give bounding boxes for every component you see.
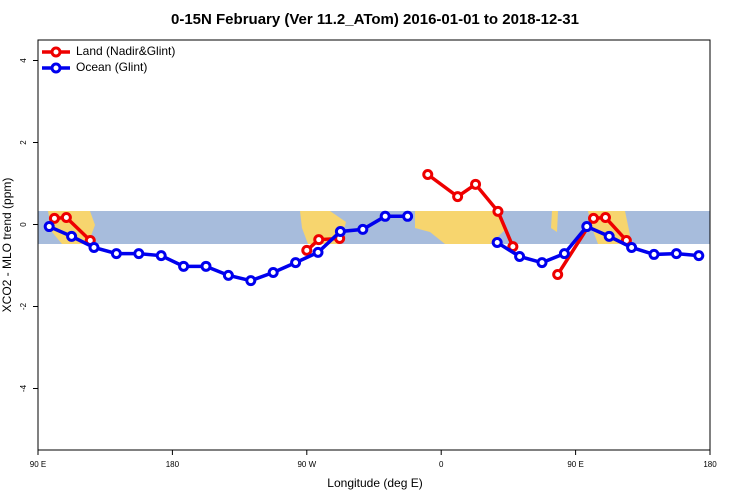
data-point	[588, 212, 600, 224]
data-point	[536, 257, 548, 269]
data-point	[290, 257, 302, 269]
data-point	[48, 212, 60, 224]
series-line	[556, 215, 628, 276]
data-point	[379, 210, 391, 222]
x-axis-label: Longitude (deg E)	[327, 476, 422, 490]
data-point	[626, 241, 638, 253]
data-point	[693, 250, 705, 262]
y-tick-label: 2	[19, 140, 28, 145]
data-point	[357, 223, 369, 235]
data-point	[155, 250, 167, 262]
data-point	[470, 178, 482, 190]
plot-frame	[37, 39, 711, 451]
data-point	[552, 269, 564, 281]
legend-marker	[50, 62, 62, 74]
data-point	[670, 248, 682, 260]
x-tick-label: 180	[703, 460, 717, 469]
data-point	[43, 221, 55, 233]
data-point	[178, 260, 190, 272]
x-tick-label: 90 E	[567, 460, 583, 469]
y-tick-label: -2	[19, 302, 28, 310]
data-point	[599, 212, 611, 224]
data-point	[60, 212, 72, 224]
data-point	[313, 234, 325, 246]
data-point	[581, 221, 593, 233]
data-point	[222, 269, 234, 281]
data-point	[200, 260, 212, 272]
land-patch	[551, 211, 558, 232]
y-tick-label: -4	[19, 384, 28, 392]
series-line	[496, 224, 699, 265]
y-tick-label: 4	[19, 58, 28, 63]
y-tick-label: 0	[19, 222, 28, 227]
data-point	[603, 230, 615, 242]
data-point	[110, 248, 122, 260]
data-point	[558, 248, 570, 260]
data-point	[514, 250, 526, 262]
data-point	[301, 244, 313, 256]
data-point	[245, 275, 257, 287]
legend-marker	[50, 46, 62, 58]
y-axis-label: XCO2 - MLO trend (ppm)	[0, 178, 14, 313]
land-patch	[415, 211, 505, 244]
chart-title: 0-15N February (Ver 11.2_ATom) 2016-01-0…	[171, 11, 579, 28]
data-point	[267, 266, 279, 278]
x-tick-label: 90 W	[297, 460, 316, 469]
data-point	[312, 246, 324, 258]
x-tick-label: 0	[439, 460, 444, 469]
data-point	[452, 191, 464, 203]
data-point	[492, 205, 504, 217]
data-point	[334, 225, 346, 237]
data-point	[88, 241, 100, 253]
legend-label: Land (Nadir&Glint)	[76, 44, 175, 58]
data-point	[402, 210, 414, 222]
data-point	[133, 248, 145, 260]
x-tick-label: 180	[166, 460, 180, 469]
data-point	[66, 230, 78, 242]
x-tick-label: 90 E	[30, 460, 46, 469]
legend-label: Ocean (Glint)	[76, 60, 147, 74]
data-point	[422, 168, 434, 180]
data-point	[648, 248, 660, 260]
data-point	[491, 237, 503, 249]
